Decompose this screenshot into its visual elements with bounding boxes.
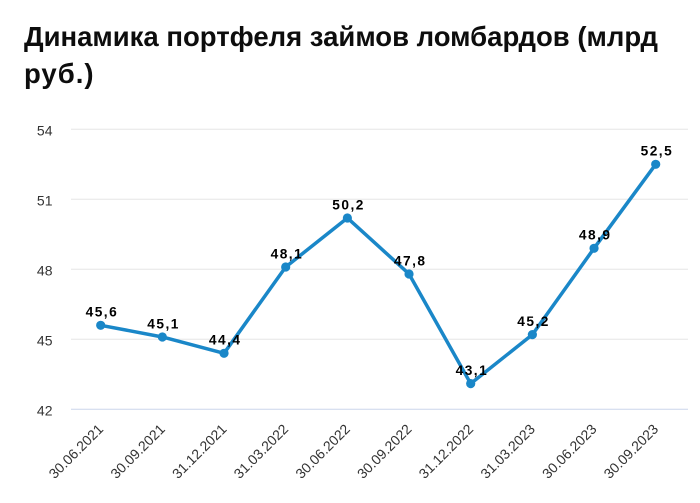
svg-text:48: 48 <box>37 262 53 278</box>
svg-text:51: 51 <box>37 192 53 208</box>
svg-text:50,2: 50,2 <box>332 197 365 212</box>
svg-text:45: 45 <box>37 332 53 348</box>
svg-text:43,1: 43,1 <box>456 363 489 378</box>
svg-text:42: 42 <box>37 402 53 418</box>
svg-text:44,4: 44,4 <box>209 333 242 348</box>
svg-text:48,9: 48,9 <box>579 228 612 243</box>
svg-text:48,1: 48,1 <box>271 246 304 261</box>
svg-text:45,2: 45,2 <box>517 314 550 329</box>
svg-text:47,8: 47,8 <box>394 253 427 268</box>
svg-text:руб.): руб.) <box>24 58 95 89</box>
svg-text:54: 54 <box>37 122 53 138</box>
svg-text:Динамика портфеля займов ломба: Динамика портфеля займов ломбардов (млрд <box>24 21 658 52</box>
svg-text:52,5: 52,5 <box>641 144 674 159</box>
svg-text:45,6: 45,6 <box>86 305 119 320</box>
svg-text:45,1: 45,1 <box>147 316 180 331</box>
